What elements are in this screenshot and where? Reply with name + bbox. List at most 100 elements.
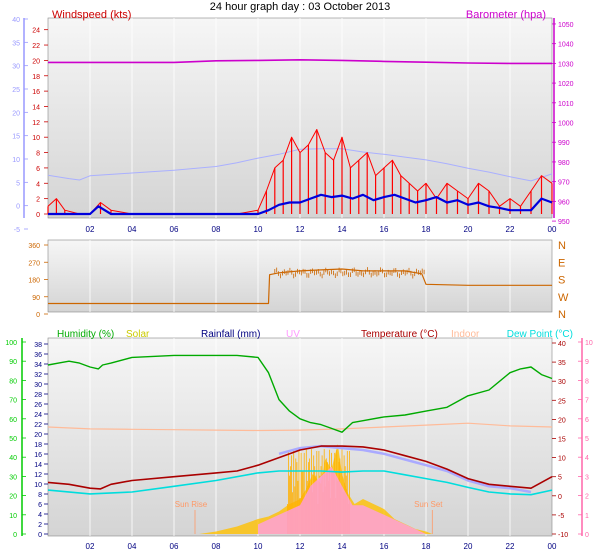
temperature-axis-tick-label-7: 25 (558, 398, 566, 405)
series-dewpoint-line (47, 470, 553, 496)
windspeed-axis-tick-label-0: 0 (36, 212, 40, 219)
series-outer-trace-line (47, 148, 553, 182)
wind-baro-hour-tick-label-02: 02 (86, 225, 95, 234)
wind-baro-hour-tick-label-22: 22 (506, 225, 515, 234)
windspeed-axis-tick-label-4: 8 (36, 151, 40, 158)
rainfall-axis-tick-label-9: 18 (34, 442, 42, 449)
temperature-axis-tick-label-5: 15 (558, 437, 566, 444)
wind-baro-hour-tick-label-16: 16 (380, 225, 389, 234)
barometer-axis-tick-label-9: 1040 (558, 42, 574, 49)
humidity-axis-tick-label-3: 30 (9, 474, 17, 481)
humidity-axis-tick-label-1: 10 (9, 513, 17, 520)
humidity-axis-tick-label-6: 60 (9, 417, 17, 424)
humidity-axis-tick-label-2: 20 (9, 494, 17, 501)
outer-left-axis-tick-label-0: -5 (14, 227, 20, 234)
direction-axis-tick-label-3: 270 (28, 260, 40, 267)
temperature-axis-tick-label-8: 30 (558, 379, 566, 386)
multi-hour-tick-label-18: 18 (422, 542, 431, 551)
outer-left-axis-tick-label-2: 5 (16, 180, 20, 187)
barometer-axis-tick-label-5: 1000 (558, 121, 574, 128)
rainfall-axis-tick-label-4: 8 (38, 492, 42, 499)
rainfall-axis-tick-label-17: 34 (34, 362, 42, 369)
uv-axis-tick-label-7: 7 (585, 398, 589, 405)
uv-axis-tick-label-1: 1 (585, 513, 589, 520)
temperature-axis-tick-label-0: -10 (558, 532, 568, 539)
uv-axis-tick-label-0: 0 (585, 532, 589, 539)
barometer-axis-tick-label-0: 950 (558, 219, 570, 226)
multi-hour-tick-label-20: 20 (464, 542, 473, 551)
temperature-axis-tick-label-6: 20 (558, 417, 566, 424)
outer-left-axis-tick-label-1: 0 (16, 204, 20, 211)
rainfall-axis-tick-label-19: 38 (34, 342, 42, 349)
uv-axis-tick-label-5: 5 (585, 436, 589, 443)
wind-baro-hour-tick-label-14: 14 (338, 225, 347, 234)
barometer-axis-tick-label-7: 1020 (558, 81, 574, 88)
rainfall-axis-tick-label-6: 12 (34, 472, 42, 479)
series-temperature-line (47, 445, 553, 490)
rainfall-axis-tick-label-10: 20 (34, 432, 42, 439)
multi-hour-tick-label-14: 14 (338, 542, 347, 551)
windspeed-axis-tick-label-3: 6 (36, 166, 40, 173)
outer-left-axis-tick-label-9: 40 (12, 17, 20, 24)
uv-axis-tick-label-8: 8 (585, 378, 589, 385)
rainfall-axis-tick-label-11: 22 (34, 422, 42, 429)
wind-baro-hour-tick-label-00: 00 (548, 225, 557, 234)
wind-baro-hour-tick-label-08: 08 (212, 225, 221, 234)
wind-baro-hour-tick-label-06: 06 (170, 225, 179, 234)
rainfall-axis-tick-label-18: 36 (34, 352, 42, 359)
barometer-axis-tick-label-8: 1030 (558, 61, 574, 68)
legend-uv-label: UV (286, 329, 300, 340)
temperature-axis-tick-label-2: 0 (558, 494, 562, 501)
multi-hour-tick-label-10: 10 (254, 542, 263, 551)
windspeed-axis-tick-label-11: 22 (32, 43, 40, 50)
humidity-axis-tick-label-5: 50 (9, 436, 17, 443)
multi-hour-tick-label-22: 22 (506, 542, 515, 551)
outer-left-axis-tick-label-6: 25 (12, 87, 20, 94)
barometer-axis-tick-label-3: 980 (558, 160, 570, 167)
compass-label-E-3: E (558, 257, 565, 269)
humidity-axis-tick-label-9: 90 (9, 359, 17, 366)
wind-baro-hour-tick-label-10: 10 (254, 225, 263, 234)
barometer-axis-tick-label-4: 990 (558, 140, 570, 147)
multi-hour-tick-label-04: 04 (128, 542, 137, 551)
rainfall-axis-tick-label-5: 10 (34, 482, 42, 489)
barometer-axis-tick-label-10: 1050 (558, 22, 574, 29)
outer-left-axis-tick-label-8: 35 (12, 40, 20, 47)
series-indoor-line (47, 422, 553, 432)
multi-hour-tick-label-00: 00 (548, 542, 557, 551)
uv-axis-tick-label-6: 6 (585, 417, 589, 424)
rainfall-axis-tick-label-13: 26 (34, 402, 42, 409)
barometer-axis-tick-label-6: 1010 (558, 101, 574, 108)
series-uv-area (258, 466, 426, 534)
outer-left-axis-tick-label-5: 20 (12, 110, 20, 117)
rainfall-axis-tick-label-16: 32 (34, 372, 42, 379)
temperature-axis-tick-label-3: 5 (558, 475, 562, 482)
wind-baro-hour-tick-label-12: 12 (296, 225, 305, 234)
uv-axis-tick-label-9: 9 (585, 359, 589, 366)
legend-solar-label: Solar (126, 329, 150, 340)
rainfall-axis-tick-label-8: 16 (34, 452, 42, 459)
series-humidity-line (47, 354, 553, 433)
windspeed-axis-tick-label-10: 20 (32, 58, 40, 65)
barometer-axis-title: Barometer (hpa) (466, 9, 546, 21)
uv-axis-tick-label-10: 10 (585, 340, 593, 347)
rainfall-axis-tick-label-1: 2 (38, 522, 42, 529)
multi-hour-tick-label-02: 02 (86, 542, 95, 551)
rainfall-axis-tick-label-7: 14 (34, 462, 42, 469)
windspeed-axis-tick-label-2: 4 (36, 181, 40, 188)
multi-hour-tick-label-12: 12 (296, 542, 305, 551)
windspeed-axis-tick-label-9: 18 (32, 74, 40, 81)
windspeed-axis-tick-label-6: 12 (32, 120, 40, 127)
compass-label-S-2: S (558, 275, 565, 287)
legend-humidity-label: Humidity (%) (57, 329, 114, 340)
outer-left-axis-tick-label-7: 30 (12, 64, 20, 71)
windspeed-axis-tick-label-7: 14 (32, 104, 40, 111)
barometer-axis-tick-label-1: 960 (558, 199, 570, 206)
legend-rainfall-label: Rainfall (mm) (201, 329, 260, 340)
multi-hour-tick-label-08: 08 (212, 542, 221, 551)
windspeed-axis-tick-label-8: 16 (32, 89, 40, 96)
page-title: 24 hour graph day : 03 October 2013 (210, 1, 390, 13)
legend-indoor-label: Indoor (451, 329, 480, 340)
uv-axis-tick-label-2: 2 (585, 494, 589, 501)
rainfall-axis-tick-label-0: 0 (38, 532, 42, 539)
